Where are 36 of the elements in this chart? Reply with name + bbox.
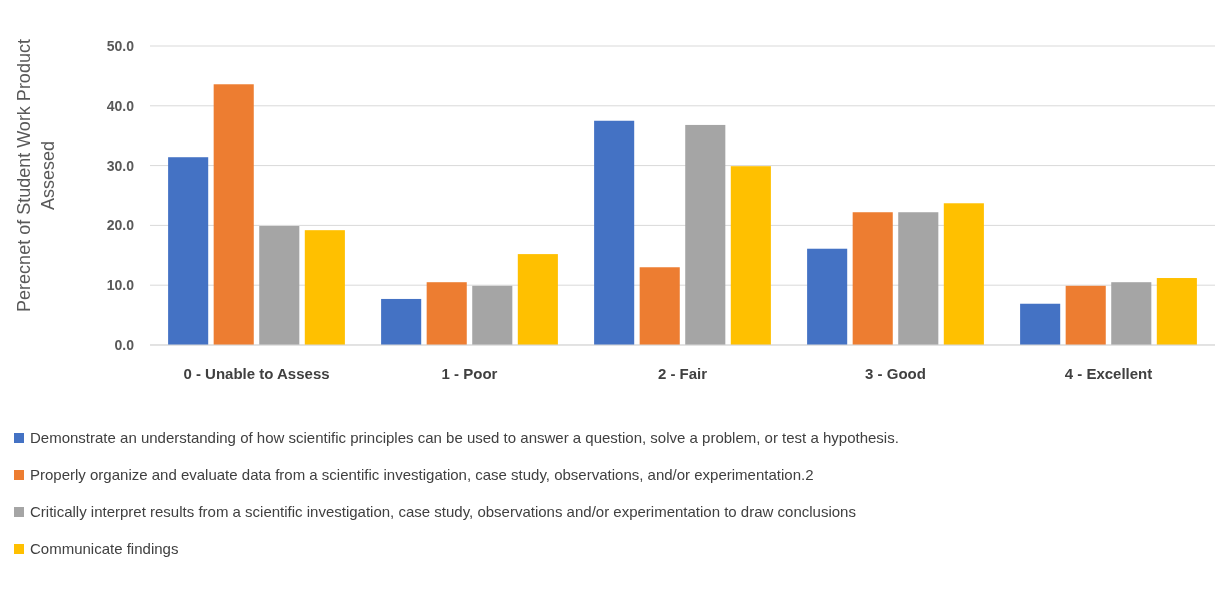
- bar: [1065, 285, 1106, 345]
- legend-label: Demonstrate an understanding of how scientific principles can be used to answer a question, solve a problem, or test a hypothesis.: [30, 429, 899, 447]
- x-tick-label: 1 - Poor: [441, 365, 498, 382]
- y-tick-label: 10.0: [106, 277, 135, 294]
- bar: [1111, 282, 1152, 345]
- bar: [685, 124, 726, 345]
- y-tick-label: 20.0: [106, 217, 135, 234]
- bar: [730, 166, 771, 345]
- bar: [472, 285, 513, 345]
- bar: [807, 248, 848, 345]
- bar: [1156, 278, 1197, 345]
- bar: [213, 84, 254, 345]
- bar: [304, 230, 345, 345]
- x-tick-label: 0 - Unable to Assess: [183, 365, 330, 382]
- y-tick-label: 40.0: [106, 97, 135, 114]
- bar: [517, 254, 558, 345]
- bar: [259, 226, 300, 345]
- y-tick-label: 50.0: [106, 37, 135, 54]
- legend-label: Communicate findings: [30, 540, 179, 558]
- bar: [168, 157, 209, 345]
- bar: [426, 282, 467, 345]
- bar: [594, 120, 635, 345]
- x-tick-label: 2 - Fair: [657, 365, 708, 382]
- bar: [943, 203, 984, 345]
- y-tick-label: 30.0: [106, 157, 135, 174]
- x-tick-label: 3 - Good: [865, 365, 926, 382]
- x-tick-label: 4 - Excellent: [1064, 365, 1153, 382]
- legend-label: Properly organize and evaluate data from a scientific investigation, case study, observations, and/or experimentation.2: [30, 466, 814, 484]
- y-axis-title: Perecnet of Student Work Product Assesed: [14, 39, 58, 312]
- bar: [898, 212, 939, 345]
- bar: [1020, 303, 1061, 345]
- bar: [639, 267, 680, 345]
- bar: [852, 212, 893, 345]
- y-tick-label: 0.0: [114, 336, 135, 353]
- legend-label: Critically interpret results from a scientific investigation, case study, observations and/or experimentation to draw conclusions: [30, 503, 856, 521]
- bar: [381, 298, 422, 345]
